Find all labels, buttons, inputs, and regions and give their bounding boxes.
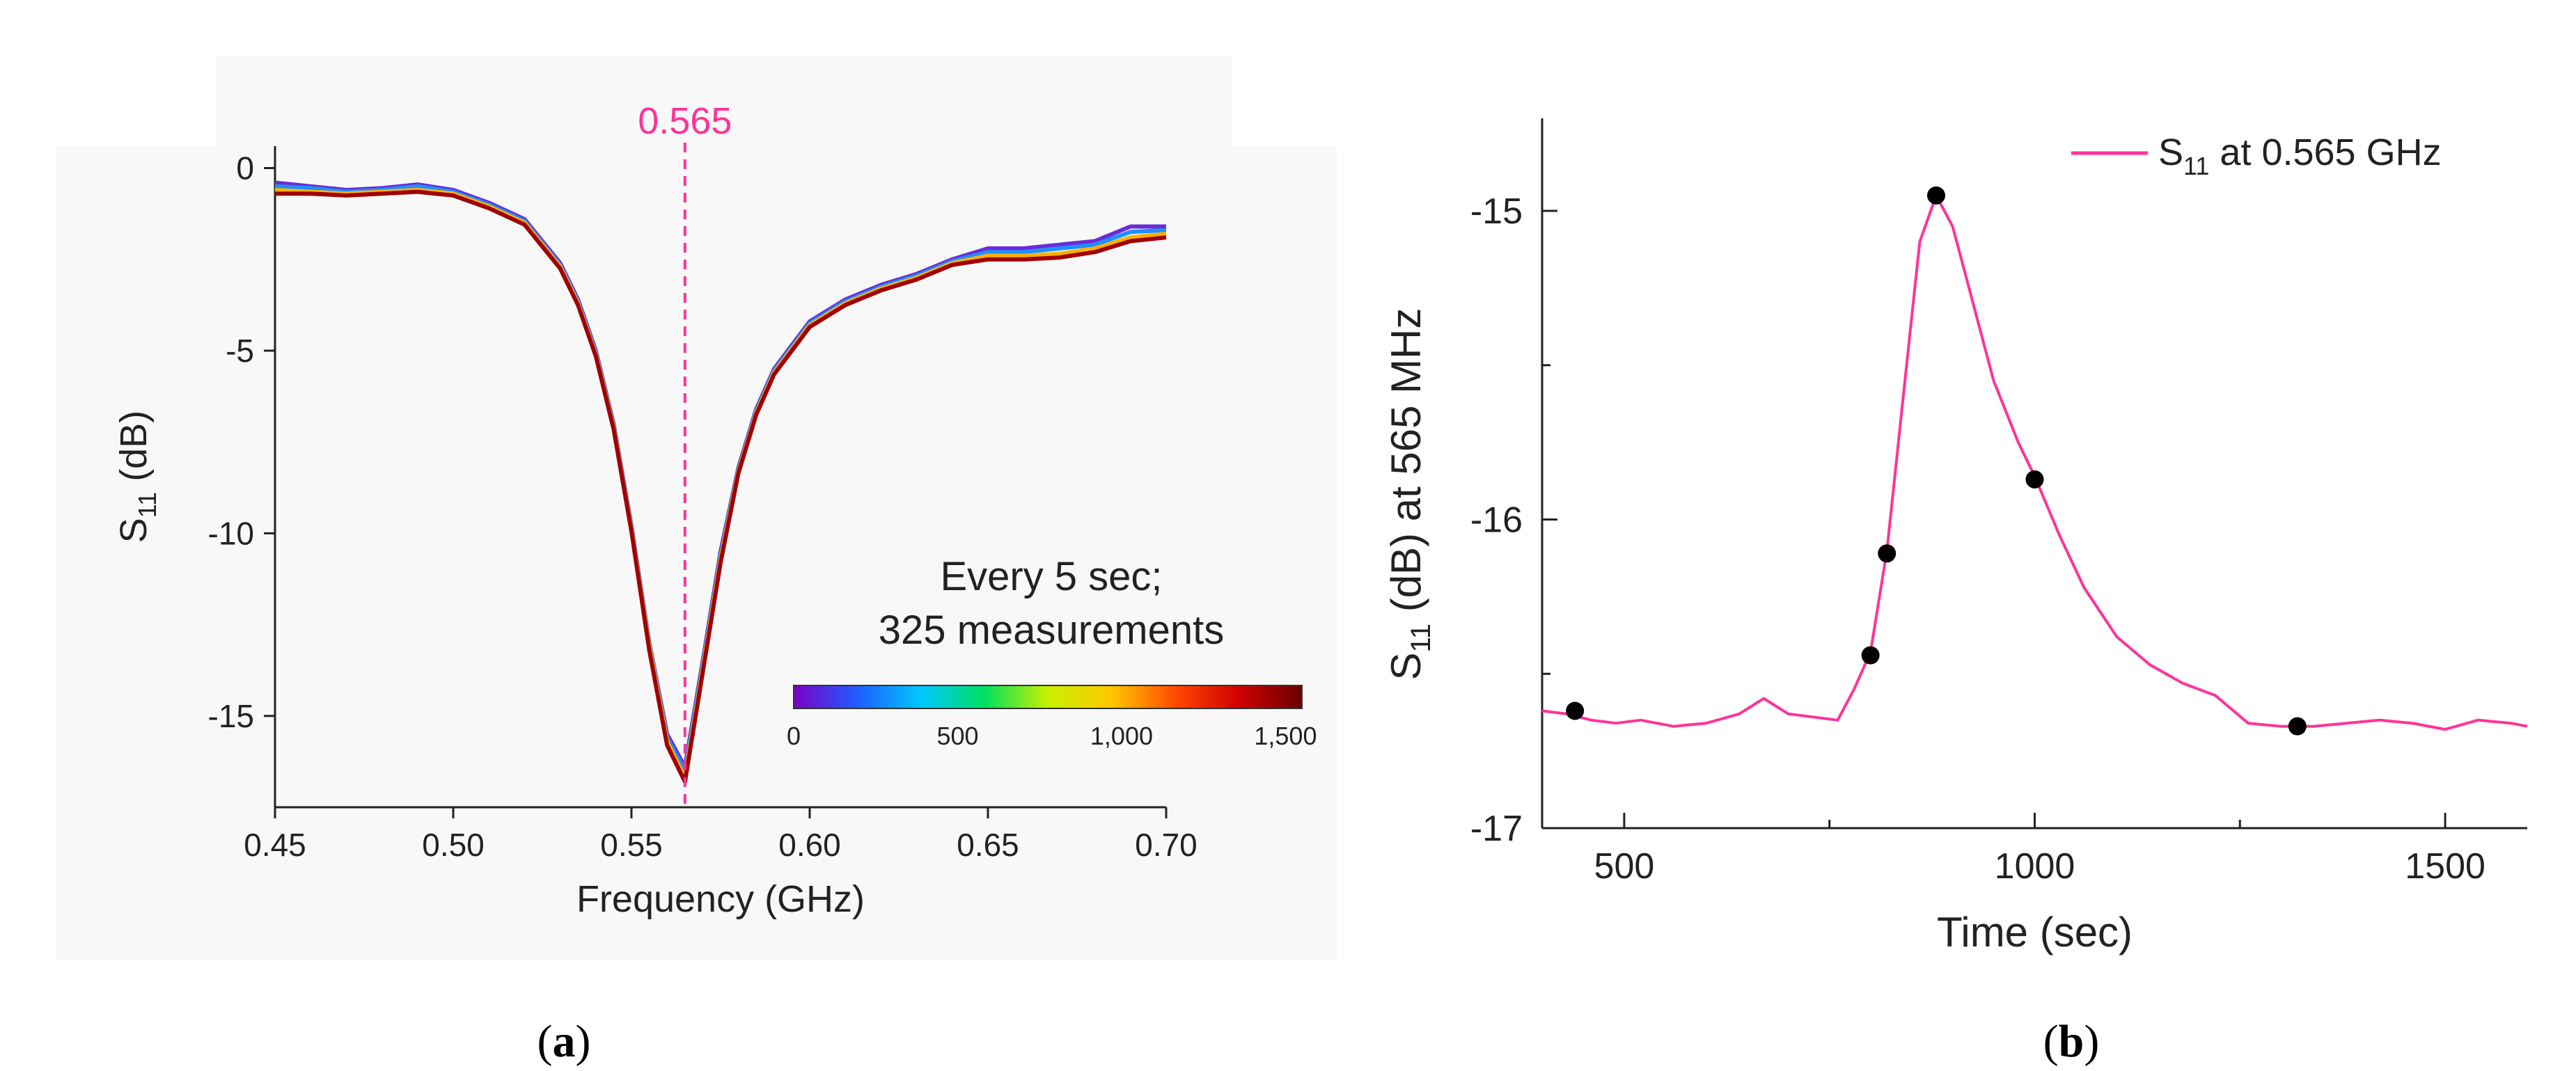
- y-axis-label-b-tail: (dB) at 565 MHz: [1383, 308, 1429, 624]
- panel-b: 500 1000 1500-15-16-17 S11 at 0.565 GHz Ti…: [1383, 118, 2528, 1067]
- colorbar-tick-label: 500: [936, 722, 978, 750]
- y-tick-label-a: -10: [208, 515, 254, 551]
- y-tick-label-a: -15: [208, 698, 254, 734]
- panel-b-series: [1541, 193, 2528, 731]
- x-tick-label-a: 0.55: [600, 827, 663, 863]
- y-axis-label-b: S11 (dB) at 565 MHz: [1383, 308, 1436, 680]
- legend-label-sub: 11: [2183, 152, 2209, 180]
- colorbar-tick-label: 1,500: [1254, 722, 1317, 750]
- caption-b: (b): [2043, 1016, 2100, 1067]
- panel-a-background: [56, 146, 1337, 960]
- caption-b-letter: b: [2059, 1016, 2084, 1067]
- x-axis-label-a: Frequency (GHz): [576, 878, 865, 920]
- x-axis-label-b: Time (sec): [1937, 909, 2133, 955]
- data-point: [1878, 544, 1896, 563]
- legend: S11 at 0.565 GHz: [2071, 132, 2442, 180]
- y-tick-label-a: -5: [226, 333, 254, 369]
- caption-a: (a): [537, 1016, 591, 1067]
- y-tick-label-b: -15: [1470, 191, 1523, 232]
- y-tick-label-a: 0: [236, 150, 254, 186]
- colorbar-ticks: 0 500 1,000 1,500: [787, 722, 1317, 750]
- x-tick-label-b: 1500: [2405, 846, 2485, 887]
- panel-b-points: [1566, 186, 2307, 736]
- x-tick-label-a: 0.65: [957, 827, 1019, 863]
- panel-b-axes: 500 1000 1500 -15 -16 -17: [1470, 118, 2527, 887]
- caption-a-letter: a: [553, 1016, 576, 1067]
- annotation-line-2: 325 measurements: [879, 608, 1224, 653]
- colorbar: [793, 685, 1303, 709]
- data-point: [2288, 717, 2307, 736]
- series-line-a: [275, 189, 1167, 784]
- panel-a: 0.45 0.50 0.55 0.60 0.65 0.700-5-10-15 0.565 …: [56, 56, 1337, 1067]
- series-line-b: [1541, 193, 2528, 731]
- x-tick-label-a: 0.70: [1135, 827, 1197, 863]
- data-point: [1861, 646, 1880, 665]
- legend-label: S11 at 0.565 GHz: [2158, 132, 2442, 180]
- data-point: [1927, 186, 1945, 205]
- y-axis-label-a-sub: 11: [133, 492, 162, 518]
- data-point: [2025, 470, 2044, 489]
- x-tick-label-b: 500: [1594, 846, 1655, 887]
- y-axis-label-a: S11 (dB): [113, 411, 162, 543]
- y-axis-label-b-sub: 11: [1406, 624, 1436, 653]
- colorbar-tick-label: 0: [787, 722, 801, 750]
- x-tick-label-a: 0.60: [778, 827, 841, 863]
- y-tick-label-b: -17: [1470, 809, 1523, 849]
- x-tick-label-b: 1000: [1995, 846, 2075, 887]
- legend-label-tail: at 0.565 GHz: [2209, 132, 2441, 173]
- y-tick-label-b: -16: [1470, 500, 1523, 541]
- marker-line-label: 0.565: [638, 100, 732, 142]
- annotation-line-1: Every 5 sec;: [940, 554, 1162, 599]
- panel-a-background-top: [216, 56, 1232, 153]
- panel-a-series: [274, 180, 1167, 784]
- colorbar-tick-label: 1,000: [1090, 722, 1153, 750]
- legend-label-main: S: [2158, 132, 2183, 173]
- y-axis-label-a-tail: (dB): [113, 411, 155, 492]
- y-axis-label-a-main: S: [113, 518, 155, 543]
- x-tick-label-a: 0.45: [244, 827, 306, 863]
- panel-a-axes: 0.45 0.50 0.55 0.60 0.65 0.70 0 -5 -10 -15: [208, 146, 1197, 863]
- data-point: [1566, 701, 1585, 720]
- x-tick-label-a: 0.50: [422, 827, 485, 863]
- y-axis-label-b-main: S: [1383, 653, 1429, 681]
